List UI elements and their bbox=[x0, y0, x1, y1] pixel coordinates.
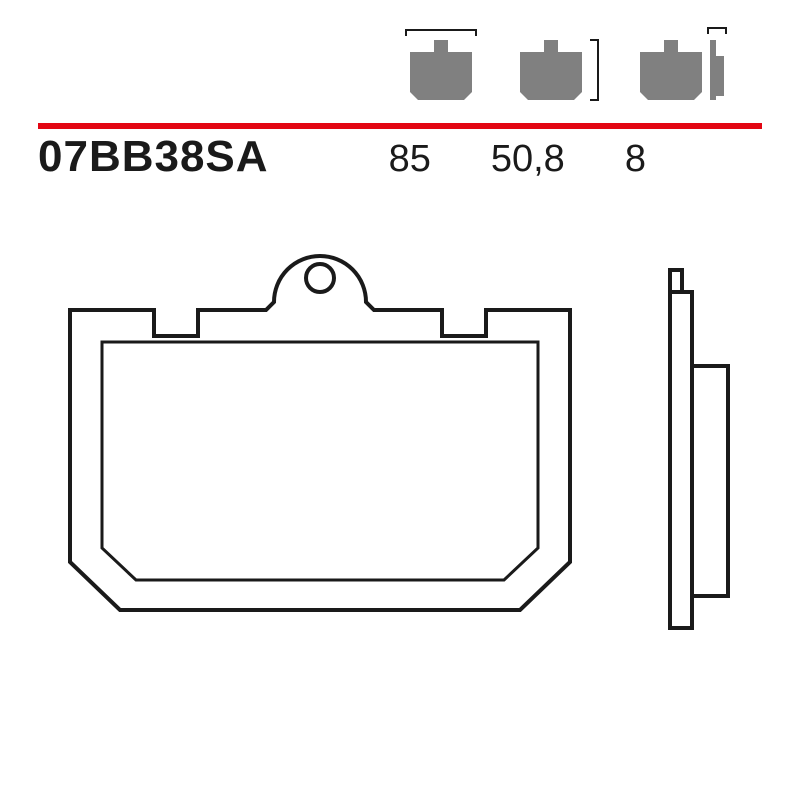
front-view bbox=[70, 256, 570, 610]
thickness-dimension-icon bbox=[630, 26, 734, 104]
width-dimension-icon bbox=[400, 26, 482, 104]
dimensions-group: 85 50,8 8 bbox=[389, 138, 646, 181]
side-view bbox=[670, 270, 728, 628]
part-number: 07BB38SA bbox=[38, 132, 269, 182]
technical-drawing bbox=[30, 230, 770, 770]
thickness-value: 8 bbox=[625, 138, 646, 181]
section-divider bbox=[38, 116, 762, 122]
dimension-icons-row bbox=[400, 26, 734, 104]
spec-row: 07BB38SA 85 50,8 8 bbox=[38, 132, 762, 182]
height-value: 50,8 bbox=[491, 138, 565, 181]
width-value: 85 bbox=[389, 138, 431, 181]
height-dimension-icon bbox=[510, 26, 602, 104]
product-spec-sheet: 07BB38SA 85 50,8 8 bbox=[0, 0, 800, 800]
drawing-svg bbox=[30, 230, 770, 770]
